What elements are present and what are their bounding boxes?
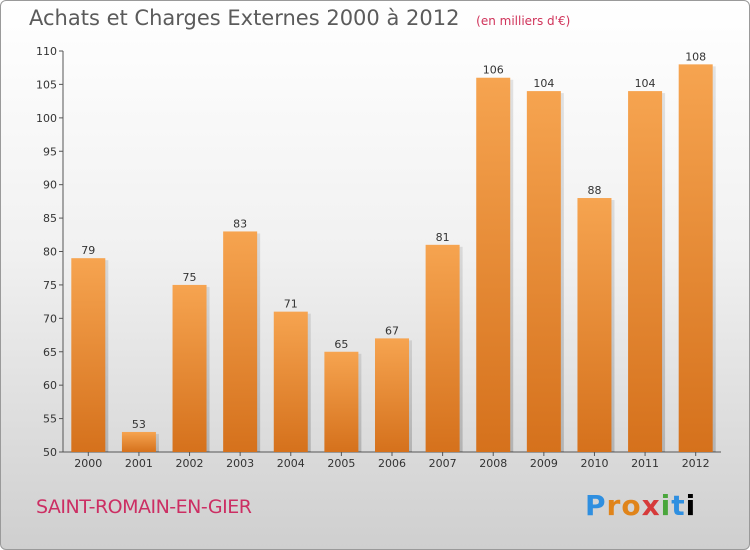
bar-2006: [375, 338, 409, 452]
bar-2003: [223, 231, 257, 452]
bar-value-label: 88: [587, 184, 601, 197]
bar-2011: [628, 91, 662, 452]
y-tick-label: 95: [43, 145, 57, 158]
logo-letter: r: [607, 489, 622, 522]
proxiti-logo: Proxiti: [585, 489, 696, 522]
bar-2008: [476, 78, 510, 452]
bar-value-label: 108: [685, 50, 706, 63]
bar-value-label: 79: [81, 244, 95, 257]
logo-letter: P: [585, 489, 607, 522]
y-tick-label: 105: [36, 78, 57, 91]
y-tick-label: 60: [43, 379, 57, 392]
commune-name: SAINT-ROMAIN-EN-GIER: [36, 496, 251, 518]
bar-value-label: 65: [334, 338, 348, 351]
x-tick-label: 2006: [378, 457, 406, 470]
bar-value-label: 104: [635, 77, 656, 90]
bar-2010: [577, 198, 611, 452]
logo-letter: i: [686, 489, 697, 522]
x-axis: 2000 2001 2002 2003 2004 2005 2006 2007 2008 2009…: [63, 452, 721, 470]
x-tick-label: 2012: [682, 457, 710, 470]
bar-2007: [426, 245, 460, 452]
logo-letter: i: [661, 489, 672, 522]
bar-2002: [173, 285, 207, 452]
x-tick-label: 2008: [479, 457, 507, 470]
bars-group: 79 53 75 83 71 65 67 81 106 104 88 104 108: [71, 50, 715, 452]
bar-2012: [679, 64, 713, 452]
y-tick-label: 65: [43, 346, 57, 359]
y-axis: 50 55 60 65 70 75 80 85 90 95 100 105 110: [36, 45, 63, 459]
y-tick-label: 110: [36, 45, 57, 58]
bar-value-label: 67: [385, 324, 399, 337]
bar-value-label: 71: [284, 298, 298, 311]
y-tick-label: 80: [43, 246, 57, 259]
x-tick-label: 2000: [74, 457, 102, 470]
x-tick-label: 2004: [277, 457, 305, 470]
x-tick-label: 2007: [429, 457, 457, 470]
bar-value-label: 104: [533, 77, 554, 90]
x-tick-label: 2010: [580, 457, 608, 470]
y-tick-label: 70: [43, 312, 57, 325]
bar-value-label: 53: [132, 418, 146, 431]
y-tick-label: 75: [43, 279, 57, 292]
y-tick-label: 85: [43, 212, 57, 225]
x-tick-label: 2002: [176, 457, 204, 470]
bar-2001: [122, 432, 156, 452]
logo-letter: t: [671, 489, 685, 522]
y-tick-label: 55: [43, 413, 57, 426]
bar-2000: [71, 258, 105, 452]
logo-letter: x: [642, 489, 661, 522]
bar-value-label: 81: [436, 231, 450, 244]
x-tick-label: 2011: [631, 457, 659, 470]
bar-2004: [274, 312, 308, 452]
chart-frame: Achats et Charges Externes 2000 à 2012 (…: [0, 0, 750, 550]
y-tick-label: 90: [43, 179, 57, 192]
bar-value-label: 83: [233, 217, 247, 230]
x-tick-label: 2009: [530, 457, 558, 470]
x-tick-label: 2005: [327, 457, 355, 470]
bar-value-label: 106: [483, 64, 504, 77]
bar-2005: [324, 352, 358, 452]
logo-letter: o: [621, 489, 641, 522]
bar-2009: [527, 91, 561, 452]
x-tick-label: 2003: [226, 457, 254, 470]
bar-value-label: 75: [183, 271, 197, 284]
y-tick-label: 100: [36, 112, 57, 125]
y-tick-label: 50: [43, 446, 57, 459]
bar-chart: 50556065707580859095100105110 2000 2001 20…: [1, 1, 750, 550]
x-tick-label: 2001: [125, 457, 153, 470]
